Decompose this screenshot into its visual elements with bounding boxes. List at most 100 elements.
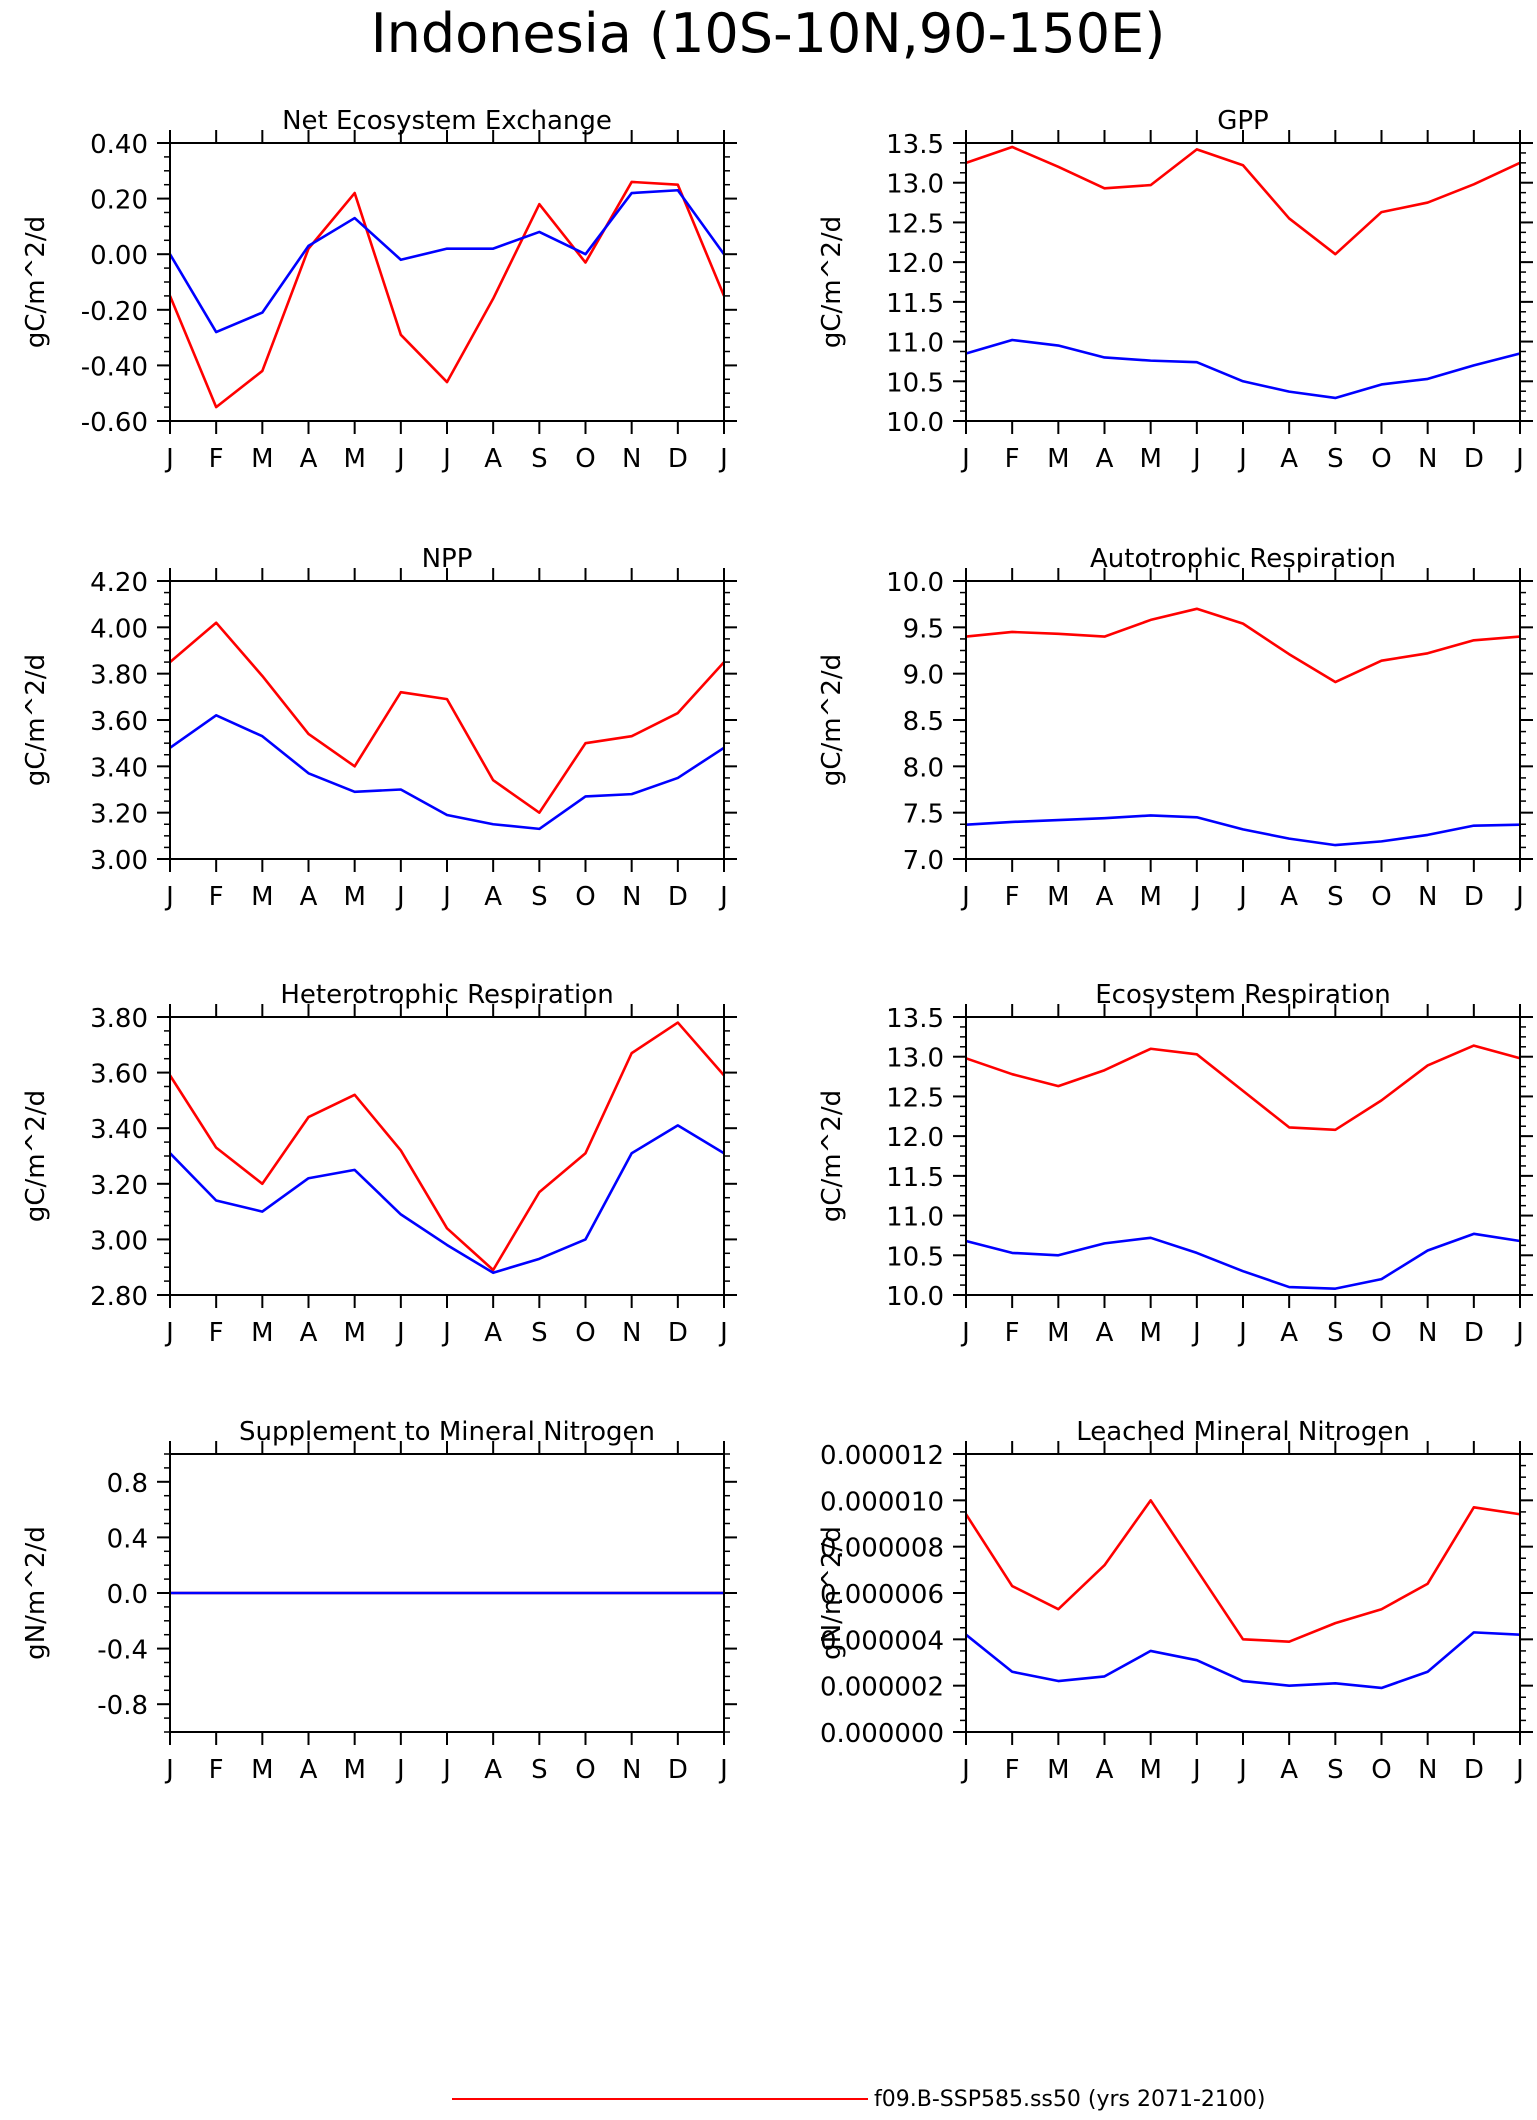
y-tick-label: 2.80 [90,1282,148,1312]
x-tick-label: F [209,882,224,912]
plot-frame [169,142,725,422]
x-tick-label: A [300,1318,318,1348]
x-tick-label: M [251,444,273,474]
y-tick-label: 10.0 [886,1282,944,1312]
x-tick-label: J [164,882,174,912]
y-tick-label: 12.5 [886,1083,944,1113]
x-tick-label: J [441,444,451,474]
legend-label: f09.B-SSP585.ss50 (yrs 2071-2100) [874,2087,1265,2112]
series-line-red [168,1021,725,1272]
chart-panel-3: NPPgC/m^2/d3.003.203.403.603.804.004.20J… [21,544,737,912]
x-tick-label: A [300,444,318,474]
chart-panels: Net Ecosystem ExchangegC/m^2/d-0.60-0.40… [21,106,1533,1785]
x-tick-label: F [209,1755,224,1785]
x-tick-label: A [300,1755,318,1785]
x-tick-label: O [575,1755,595,1785]
series-line-red [169,621,725,814]
y-tick-label: 10.0 [886,568,944,598]
x-tick-label: O [1371,444,1391,474]
x-tick-label: M [343,444,365,474]
x-tick-label: A [1096,1755,1114,1785]
series-line-red [965,607,1521,684]
y-tick-label: 11.0 [886,329,944,359]
x-tick-label: M [1139,882,1161,912]
series-line-blue [965,1232,1521,1290]
y-tick-label: 13.5 [886,1004,944,1034]
y-tick-label: 13.5 [886,130,944,160]
y-tick-label: 0.8 [107,1469,148,1499]
plot-frame [965,580,1521,860]
series-line-blue [965,338,1521,400]
x-tick-label: A [1096,1318,1114,1348]
chart-panel-1: Net Ecosystem ExchangegC/m^2/d-0.60-0.40… [21,106,737,474]
x-tick-label: D [668,882,688,912]
y-axis-label: gN/m^2/d [21,1526,51,1660]
chart-panel-5: Heterotrophic RespirationgC/m^2/d2.803.0… [21,980,737,1348]
x-tick-label: D [668,444,688,474]
x-tick-label: M [1047,1318,1069,1348]
y-tick-label: 3.00 [90,1226,148,1256]
x-tick-label: M [1047,1755,1069,1785]
x-tick-label: N [622,1318,641,1348]
x-tick-label: F [1005,1318,1020,1348]
x-tick-label: J [1191,882,1201,912]
x-tick-label: J [1191,1755,1201,1785]
y-tick-label: 11.0 [886,1203,944,1233]
y-tick-label: 10.0 [886,408,944,438]
series-line-blue [965,814,1521,847]
x-tick-label: S [1327,882,1344,912]
y-tick-label: -0.20 [81,297,148,327]
y-tick-label: 0.000004 [820,1626,944,1656]
y-tick-label: 3.20 [90,800,148,830]
x-tick-label: J [718,882,728,912]
x-tick-label: N [622,882,641,912]
x-tick-label: A [300,882,318,912]
y-tick-label: -0.8 [97,1691,148,1721]
y-tick-label: 12.5 [886,209,944,239]
y-tick-label: 4.00 [90,614,148,644]
x-tick-label: A [484,882,502,912]
y-tick-label: 0.20 [90,186,148,216]
x-tick-label: M [1139,444,1161,474]
plot-frame [965,142,1521,422]
y-axis-label: gN/m^2/d [817,1526,847,1660]
x-tick-label: F [1005,444,1020,474]
x-tick-label: S [1327,444,1344,474]
series-line-blue [965,1631,1521,1690]
y-tick-label: 0.40 [90,130,148,160]
y-tick-label: 3.20 [90,1171,148,1201]
series-line-red [965,1044,1521,1132]
y-axis-label: gC/m^2/d [817,1090,847,1222]
x-tick-label: S [531,444,548,474]
x-tick-label: N [622,1755,641,1785]
x-tick-label: M [1047,882,1069,912]
y-tick-label: 0.0 [107,1580,148,1610]
chart-panel-6: Ecosystem RespirationgC/m^2/d10.010.511.… [817,980,1533,1348]
x-tick-label: M [343,1755,365,1785]
y-tick-label: 3.80 [90,1004,148,1034]
x-tick-label: M [343,1318,365,1348]
y-tick-label: 0.000006 [820,1580,944,1610]
x-tick-label: N [1418,882,1437,912]
x-tick-label: O [575,1318,595,1348]
x-tick-label: J [960,1318,970,1348]
x-tick-label: A [484,1755,502,1785]
x-tick-label: J [1191,1318,1201,1348]
x-tick-label: M [251,1755,273,1785]
series-line-red [168,180,726,409]
y-tick-label: 3.60 [90,707,148,737]
y-tick-label: 8.5 [903,707,944,737]
y-tick-label: 3.40 [90,753,148,783]
legend: f09.B-SSP585.ss50 (yrs 2071-2100) [452,2087,1265,2112]
y-tick-label: 12.0 [886,249,944,279]
x-tick-label: J [718,444,728,474]
series-line-blue [169,1124,725,1275]
x-tick-label: O [575,444,595,474]
y-tick-label: 7.5 [903,800,944,830]
y-tick-label: 3.80 [90,661,148,691]
x-tick-label: J [395,1318,405,1348]
x-tick-label: J [164,1755,174,1785]
x-tick-label: N [1418,444,1437,474]
x-tick-label: A [1280,1318,1298,1348]
